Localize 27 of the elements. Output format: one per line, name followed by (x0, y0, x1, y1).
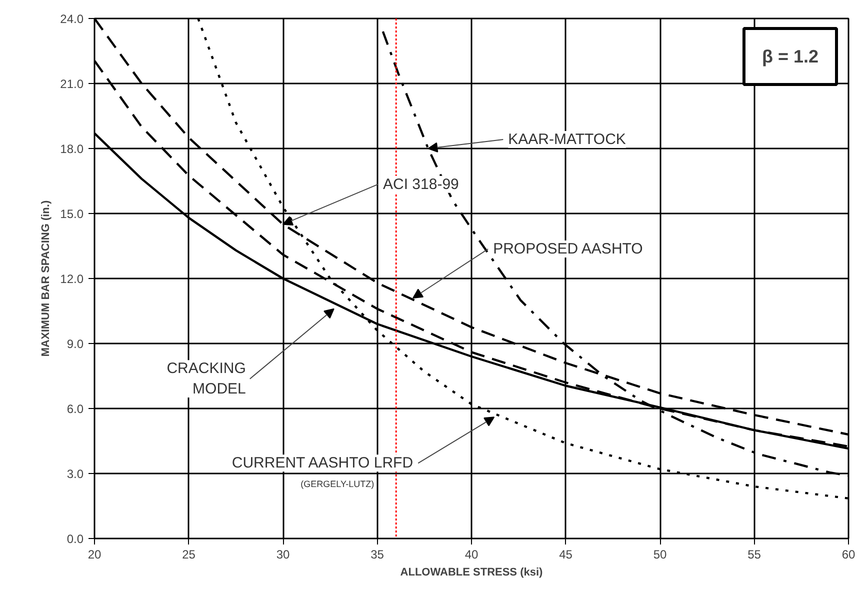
y-tick-label: 6.0 (66, 402, 84, 416)
x-tick-label: 20 (88, 548, 102, 562)
y-tick-label: 9.0 (66, 337, 84, 351)
x-tick-label: 25 (182, 548, 196, 562)
annotation: ACI 318-99 (383, 176, 459, 193)
x-axis-title: ALLOWABLE STRESS (ksi) (400, 566, 544, 578)
y-tick-label: 15.0 (60, 207, 84, 221)
x-tick-label: 40 (464, 548, 478, 562)
x-tick-label: 35 (370, 548, 384, 562)
annotation: CRACKING MODEL (166, 360, 246, 398)
annotation: KAAR-MATTOCK (508, 131, 626, 148)
annotation: (GERGELY-LUTZ) (300, 479, 374, 490)
x-tick-label: 30 (276, 548, 290, 562)
y-tick-label: 21.0 (60, 77, 84, 91)
y-tick-label: 0.0 (66, 532, 84, 546)
y-tick-label: 3.0 (66, 467, 84, 481)
annotation: β = 1.2 (762, 46, 819, 66)
x-tick-label: 50 (653, 548, 667, 562)
annotation: CURRENT AASHTO LRFD (232, 454, 414, 472)
y-tick-label: 12.0 (60, 272, 84, 286)
x-tick-label: 45 (559, 548, 573, 562)
y-tick-label: 18.0 (60, 142, 84, 156)
y-tick-label: 24.0 (60, 12, 84, 26)
annotation: PROPOSED AASHTO (493, 240, 643, 258)
y-axis-title: MAXIMUM BAR SPACING (in.) (40, 200, 52, 357)
x-tick-label: 60 (842, 548, 856, 562)
x-tick-label: 55 (748, 548, 762, 562)
